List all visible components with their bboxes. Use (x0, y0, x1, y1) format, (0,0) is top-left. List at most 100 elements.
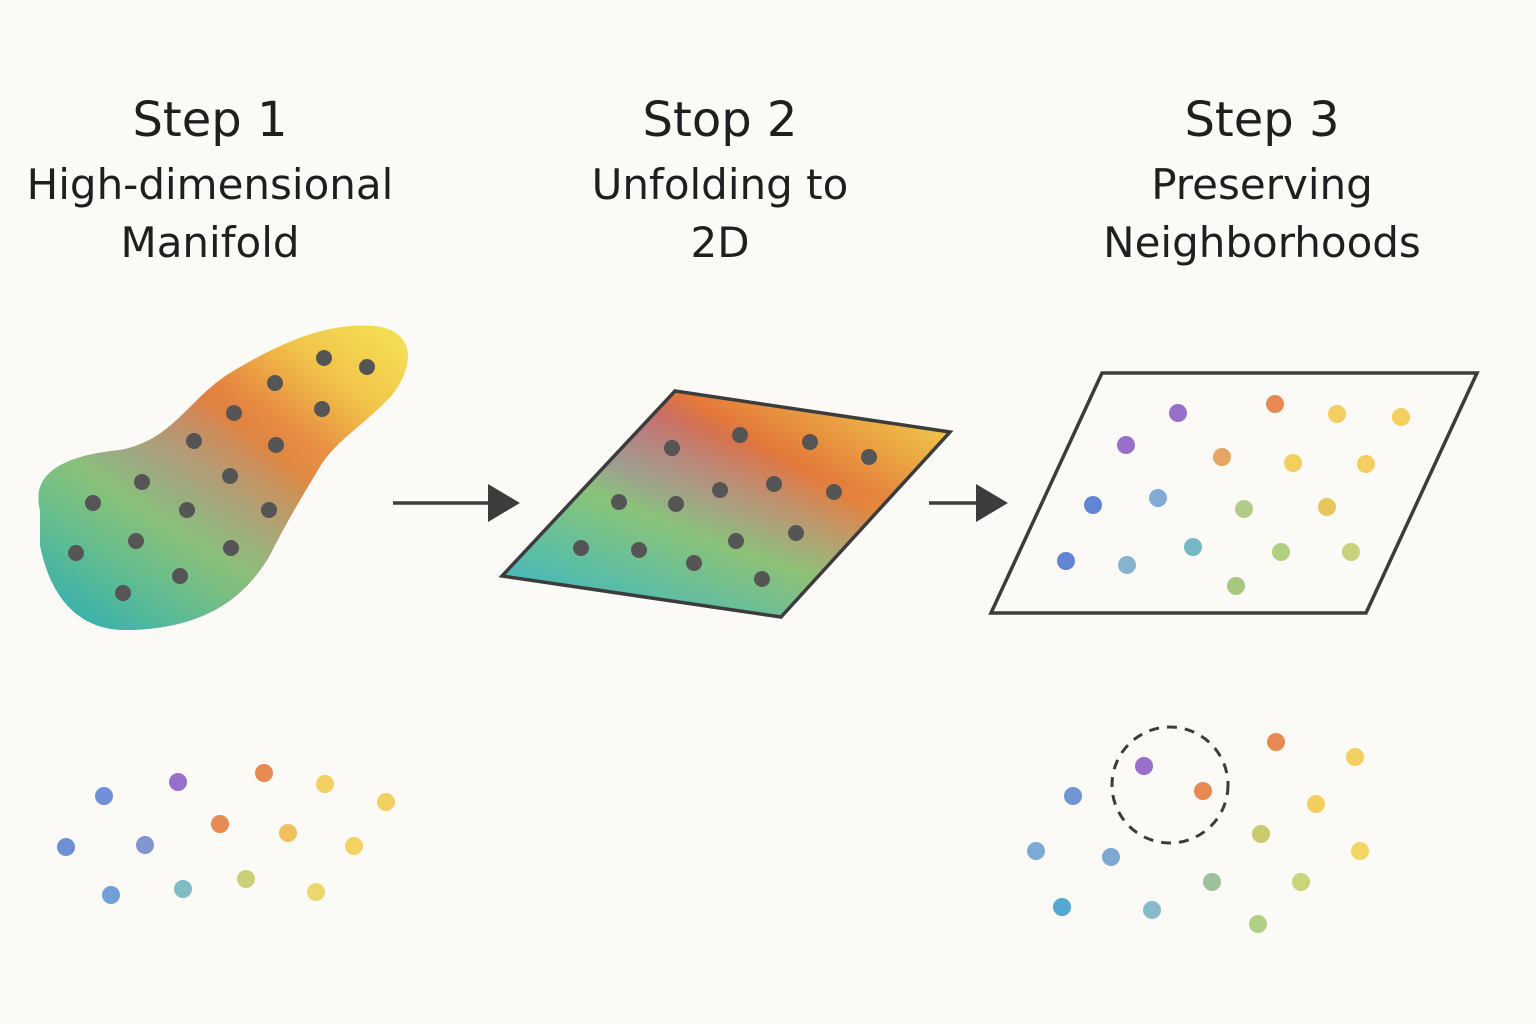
plane-dot (802, 434, 818, 450)
manifold-dot (261, 502, 277, 518)
manifold-dot (186, 433, 202, 449)
embedding-dot (1169, 404, 1187, 422)
plane-dot (611, 494, 627, 510)
cloud-point (1135, 757, 1153, 775)
embedding-dot (1184, 538, 1202, 556)
manifold-dot (267, 375, 283, 391)
embedding-dot (1149, 489, 1167, 507)
manifold-dot (222, 468, 238, 484)
manifold-dot (223, 540, 239, 556)
arrow-right-icon (929, 484, 1008, 522)
plane-dot (668, 496, 684, 512)
embedding-dot (1227, 577, 1245, 595)
plane-dot (826, 484, 842, 500)
plane-dot (631, 542, 647, 558)
manifold-dot (314, 401, 330, 417)
embedding-dot (1118, 556, 1136, 574)
step-1-caption: Step 1 High-dimensional Manifold (10, 88, 410, 272)
embedding-dot (1392, 408, 1410, 426)
step-1-line-1: High-dimensional (26, 160, 394, 209)
manifold-dot (85, 495, 101, 511)
cloud-point (1249, 915, 1267, 933)
embedding-dot (1318, 498, 1336, 516)
manifold-dot (359, 359, 375, 375)
step-1-line-2: Manifold (120, 218, 300, 267)
manifold-dot (226, 405, 242, 421)
step-3-line-1: Preserving (1151, 160, 1373, 209)
cloud-point (279, 824, 297, 842)
manifold-dot (128, 533, 144, 549)
cloud-point (136, 836, 154, 854)
cloud-point (95, 787, 113, 805)
plane-dot (664, 440, 680, 456)
cloud-point (377, 793, 395, 811)
plane-dot (754, 571, 770, 587)
embedding-dot (1057, 552, 1075, 570)
cloud-point (1267, 733, 1285, 751)
embedding-dot (1235, 500, 1253, 518)
plane-dot (788, 525, 804, 541)
plane-dots (573, 427, 877, 587)
embedding-dot (1272, 543, 1290, 561)
plane-dot (728, 533, 744, 549)
plane-dot (732, 427, 748, 443)
embedding-dots (1057, 395, 1410, 595)
step-3-caption: Step 3 Preserving Neighborhoods (1062, 88, 1462, 272)
embedding-dot (1357, 455, 1375, 473)
cloud-point (102, 886, 120, 904)
embedded-point-cloud (1027, 733, 1369, 933)
plane-dot (766, 476, 782, 492)
cloud-point (1053, 898, 1071, 916)
manifold-dot (316, 350, 332, 366)
cloud-point (1027, 842, 1045, 860)
manifold-dot (268, 437, 284, 453)
cloud-point (1351, 842, 1369, 860)
manifold-dot (115, 585, 131, 601)
embedding-dot (1117, 436, 1135, 454)
step-1-title: Step 1 (132, 92, 288, 148)
manifold-dot (68, 545, 84, 561)
cloud-point (1307, 795, 1325, 813)
cloud-point (237, 870, 255, 888)
cloud-point (1064, 787, 1082, 805)
cloud-point (1102, 848, 1120, 866)
step-3-line-2: Neighborhoods (1103, 218, 1421, 267)
embedding-dot (1284, 454, 1302, 472)
arrow-right-icon (393, 484, 520, 522)
cloud-point (1203, 873, 1221, 891)
cloud-point (1292, 873, 1310, 891)
cloud-point (1194, 782, 1212, 800)
embedding-dot (1213, 448, 1231, 466)
plane-dot (712, 482, 728, 498)
manifold-dot (134, 474, 150, 490)
step-3-title: Step 3 (1184, 92, 1340, 148)
cloud-point (345, 837, 363, 855)
cloud-point (57, 838, 75, 856)
manifold-dots (68, 350, 375, 601)
original-point-cloud (57, 764, 395, 904)
plane-dot (686, 555, 702, 571)
neighborhood-circle (1110, 725, 1230, 845)
embedding-dot (1328, 405, 1346, 423)
cloud-point (307, 883, 325, 901)
cloud-point (174, 880, 192, 898)
cloud-point (169, 773, 187, 791)
embedding-dot (1342, 543, 1360, 561)
cloud-point (1143, 901, 1161, 919)
step-2-title: Stop 2 (642, 92, 798, 148)
cloud-point (316, 775, 334, 793)
step-2-caption: Stop 2 Unfolding to 2D (520, 88, 920, 272)
manifold-dot (179, 502, 195, 518)
step-2-line-2: 2D (690, 218, 750, 267)
manifold-dot (172, 568, 188, 584)
cloud-point (1252, 825, 1270, 843)
embedding-dot (1084, 496, 1102, 514)
embedding-dot (1266, 395, 1284, 413)
unfolded-plane (498, 389, 954, 619)
plane-dot (861, 449, 877, 465)
step-2-line-1: Unfolding to (591, 160, 849, 209)
cloud-point (211, 815, 229, 833)
cloud-point (1346, 748, 1364, 766)
